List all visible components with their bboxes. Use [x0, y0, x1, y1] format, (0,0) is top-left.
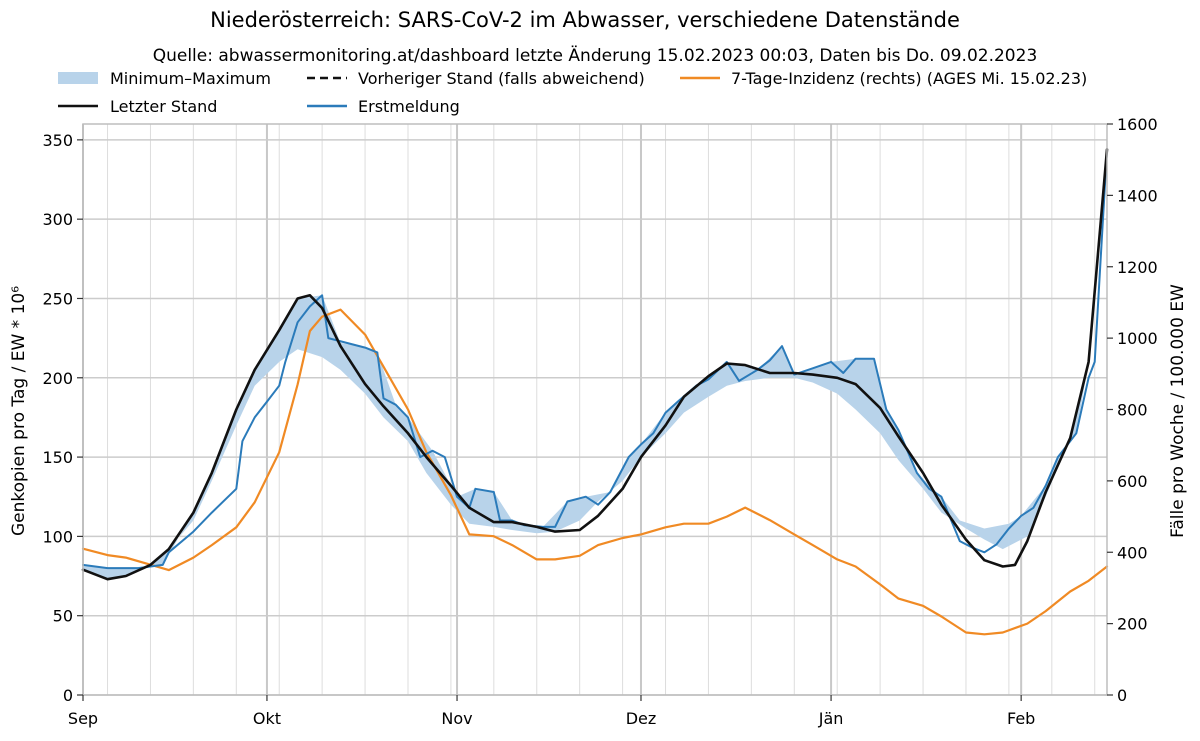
chart-subtitle: Quelle: abwassermonitoring.at/dashboard …: [153, 45, 1038, 66]
y-tick-label-right: 600: [1117, 472, 1148, 491]
y-tick-label-right: 0: [1117, 686, 1127, 705]
y-tick-label-left: 100: [42, 527, 73, 546]
line-latest: [81, 148, 1109, 581]
legend-label-latest: Letzter Stand: [110, 97, 217, 116]
y-tick-label-left: 250: [42, 289, 73, 308]
x-tick-label: Sep: [68, 709, 98, 728]
band-min-max: [83, 149, 1107, 580]
legend-label-incidence: 7-Tage-Inzidenz (rechts) (AGES Mi. 15.02…: [731, 69, 1087, 88]
y-tick-label-right: 1200: [1117, 258, 1158, 277]
y-tick-label-left: 350: [42, 131, 73, 150]
y-tick-label-right: 1400: [1117, 186, 1158, 205]
y-tick-label-right: 1600: [1117, 115, 1158, 134]
x-tick-label: Jän: [818, 709, 844, 728]
y-tick-label-left: 300: [42, 210, 73, 229]
legend-label-first: Erstmeldung: [358, 97, 460, 116]
y-axis-label-right: Fälle pro Woche / 100.000 EW: [1168, 284, 1188, 538]
x-tick-label: Nov: [441, 709, 472, 728]
legend-label-band: Minimum–Maximum: [110, 69, 271, 88]
chart-title: Niederösterreich: SARS-CoV-2 im Abwasser…: [210, 8, 960, 32]
x-tick-label: Feb: [1007, 709, 1035, 728]
y-tick-label-left: 200: [42, 369, 73, 388]
band-layer: [83, 149, 1107, 580]
y-tick-label-left: 0: [63, 686, 73, 705]
y-tick-label-right: 400: [1117, 543, 1148, 562]
y-tick-label-right: 200: [1117, 615, 1148, 634]
legend-label-previous: Vorheriger Stand (falls abweichend): [358, 69, 645, 88]
x-tick-label: Dez: [626, 709, 657, 728]
y-tick-label-left: 150: [42, 448, 73, 467]
y-tick-label-right: 800: [1117, 401, 1148, 420]
y-tick-label-left: 50: [53, 607, 73, 626]
legend-swatch-band: [58, 72, 98, 84]
y-tick-label-right: 1000: [1117, 329, 1158, 348]
axes-layer: 0 50 100 150 200 250 300 350 0 200 400 600 800 1000 12…: [42, 115, 1157, 728]
lines-layer: [81, 148, 1109, 636]
y-axis-label-left: Genkopien pro Tag / EW * 10⁶: [9, 286, 29, 536]
line-first-report: [82, 148, 1108, 570]
line-incidence: [81, 308, 1109, 636]
x-tick-label: Okt: [253, 709, 281, 728]
legend: Minimum–Maximum Vorheriger Stand (falls …: [58, 69, 1087, 116]
